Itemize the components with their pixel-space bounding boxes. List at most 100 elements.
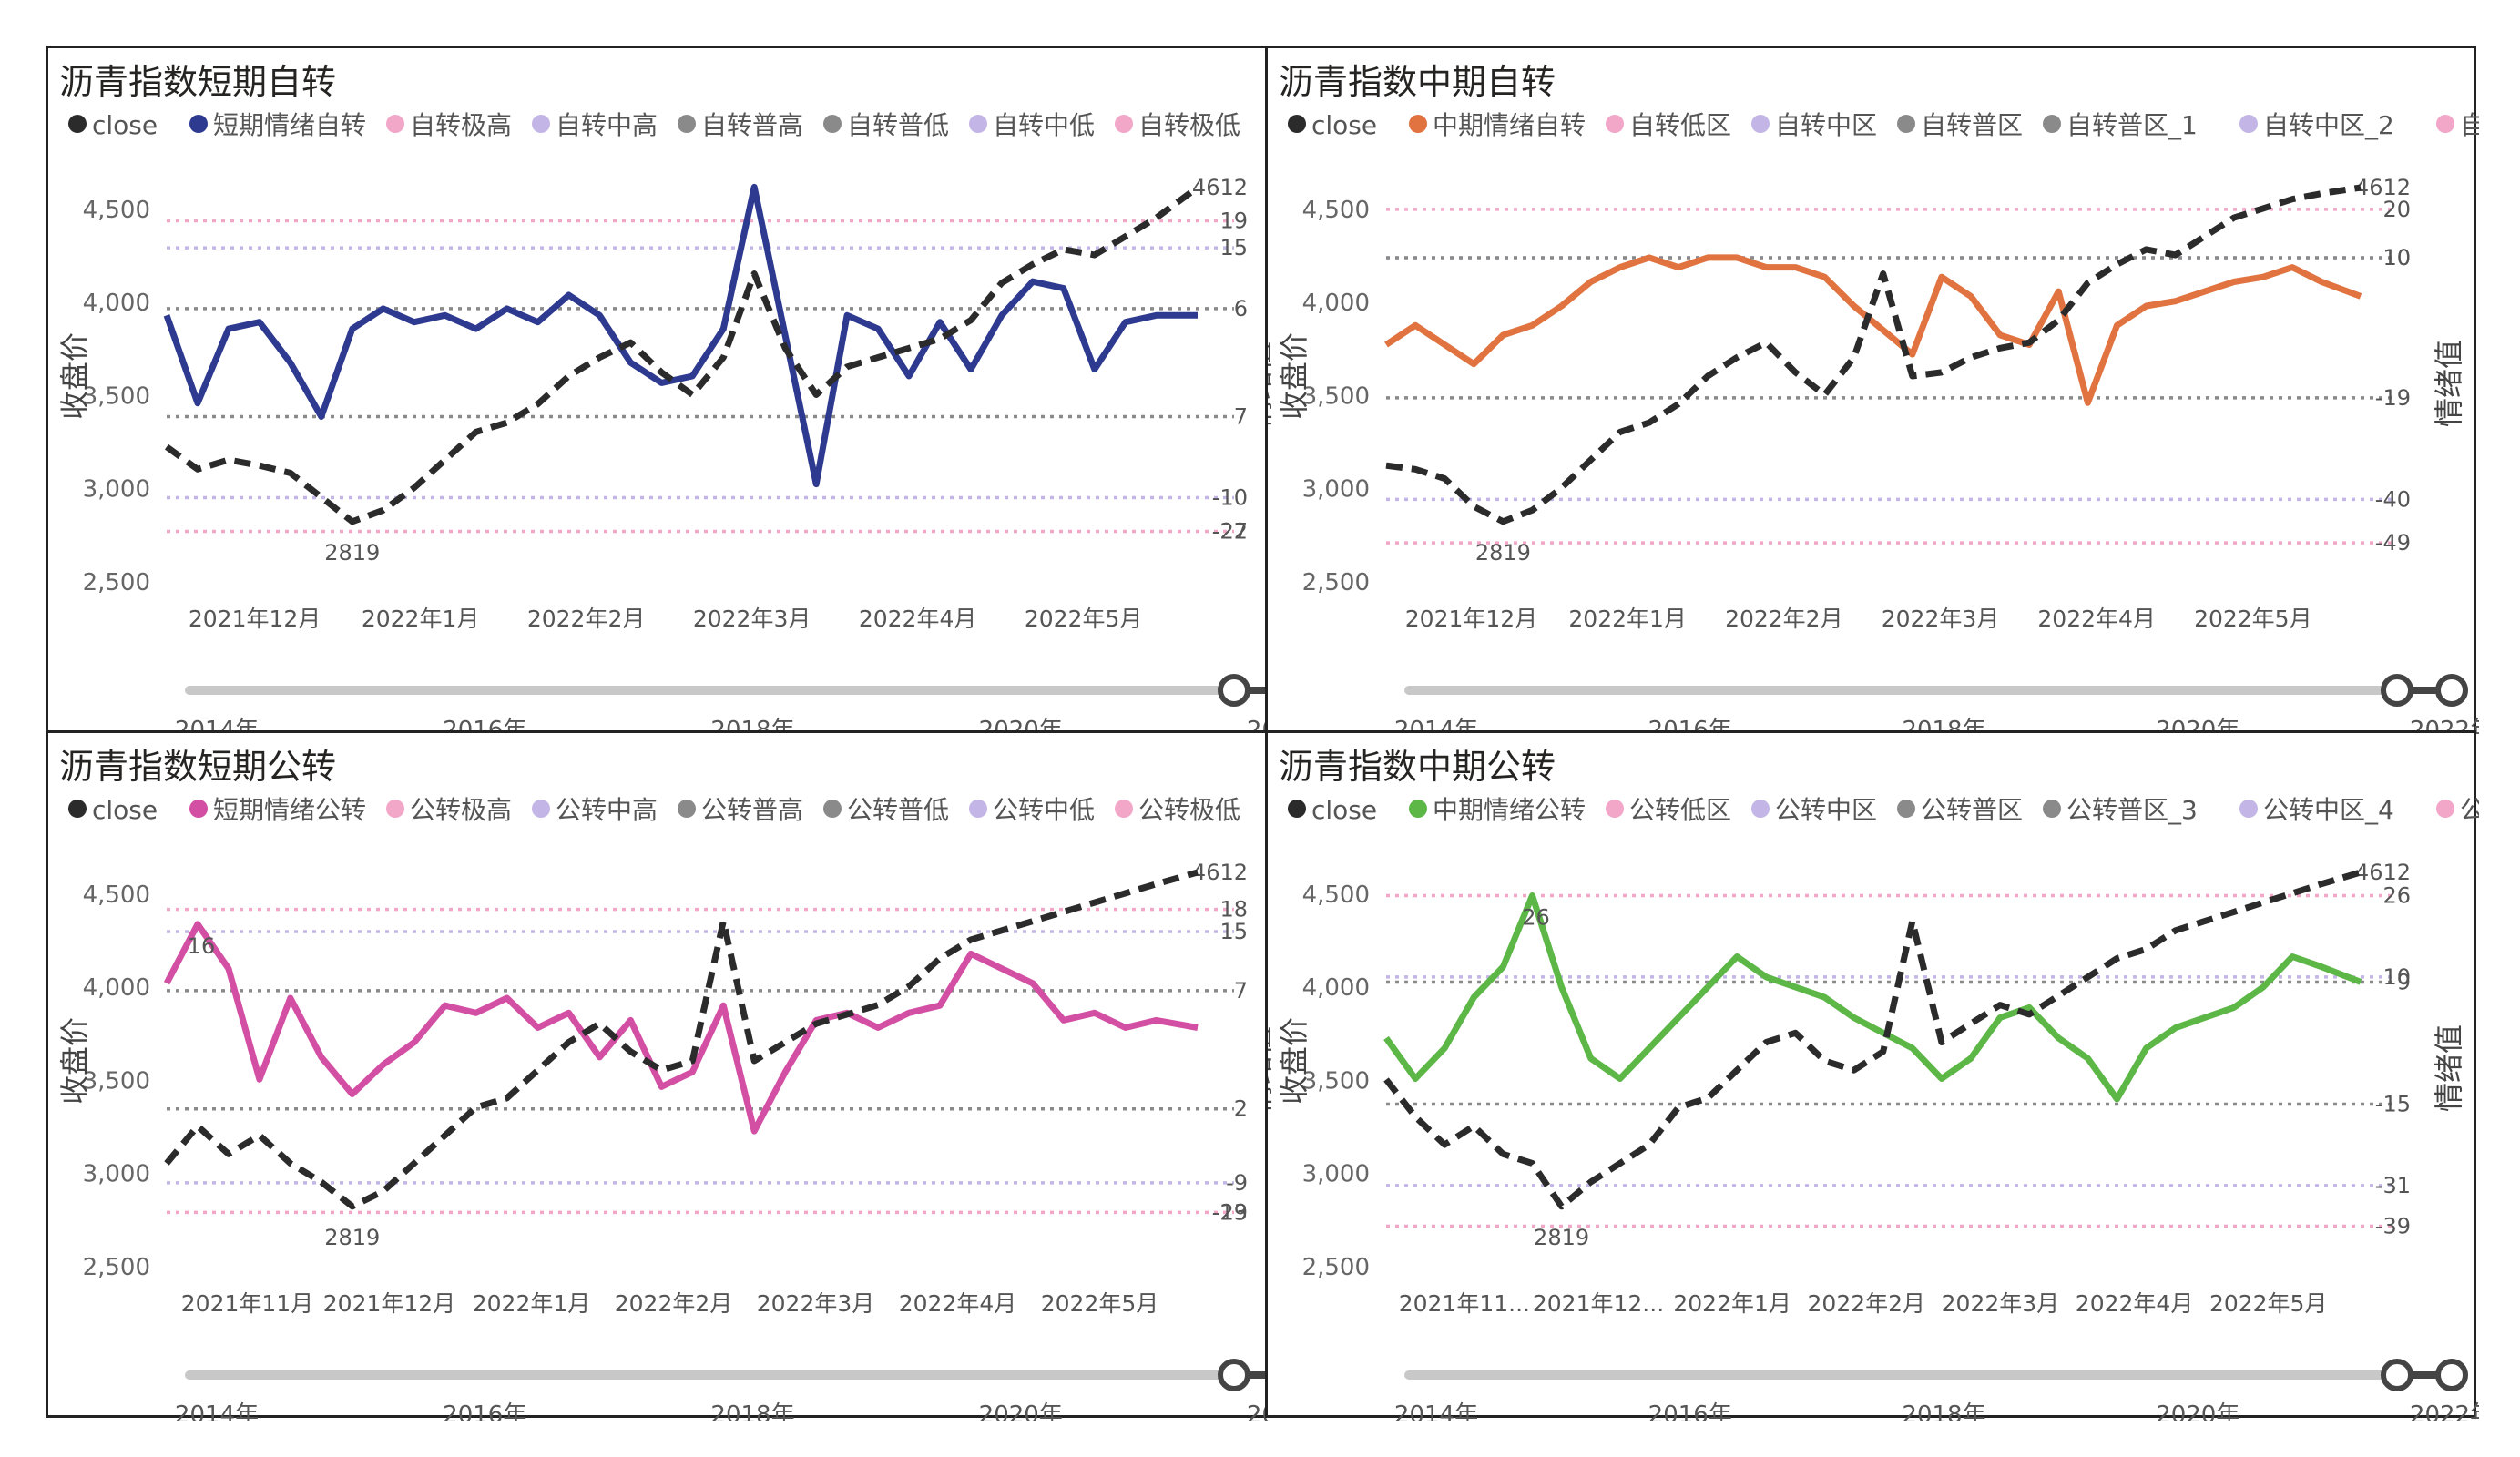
legend-label-5: 自转普低 xyxy=(847,110,949,140)
legend-label-0: close xyxy=(1311,795,1377,825)
legend-label-2: 公转极高 xyxy=(410,795,512,825)
y-tick-label: 4,500 xyxy=(1302,197,1370,224)
legend-label-6: 公转中低 xyxy=(993,795,1095,825)
slider-start-handle[interactable] xyxy=(1218,1359,1250,1391)
legend-label-7: 自转极低 xyxy=(1138,110,1240,140)
chart-svg: close 短期情绪公转 公转极高 公转中高 公转普高 公转普低 公转中低 公转极低 4,500… xyxy=(57,795,1270,1421)
slider-start-handle[interactable] xyxy=(1218,674,1250,707)
y-tick-label: 3,000 xyxy=(1302,1161,1370,1188)
chart-svg: close 中期情绪自转 自转低区 自转中区 自转普区 自转普区_1 自转中区_2 自转高区 4… xyxy=(1268,110,2479,736)
legend-marker-5 xyxy=(2043,800,2061,818)
y-tick-label: 4,000 xyxy=(1302,974,1370,1002)
x-month-tick-label: 2022年5月 xyxy=(2209,1290,2328,1317)
legend-marker-7 xyxy=(2436,800,2454,818)
right-value-label-6: -39 xyxy=(2375,1213,2411,1238)
legend-marker-4 xyxy=(1897,115,1915,133)
y-tick-label: 2,500 xyxy=(1302,569,1370,596)
legend-marker-0 xyxy=(68,115,87,133)
right-value-label-5: -10 xyxy=(1212,484,1248,510)
legend-label-4: 自转普高 xyxy=(701,110,803,140)
slider-end-handle[interactable] xyxy=(2435,674,2468,707)
chart-panel-short-rotation: 沥青指数短期自转 close 短期情绪自转 自转极高 自转中高 自转普高 自转普低 自转中低… xyxy=(46,46,1270,736)
close-series-line xyxy=(1383,869,2362,1210)
y-right-axis-title: 情绪值 xyxy=(2432,1024,2466,1112)
legend-marker-3 xyxy=(532,800,550,818)
x-month-tick-label: 2022年3月 xyxy=(1942,1290,2060,1317)
legend-label-0: close xyxy=(92,110,158,140)
legend-label-7: 公转高区 xyxy=(2460,795,2479,825)
panel-title: 沥青指数短期自转 xyxy=(59,62,337,102)
legend-label-0: close xyxy=(92,795,158,825)
y-tick-label: 4,500 xyxy=(83,197,150,224)
x-month-tick-label: 2021年12月 xyxy=(323,1290,455,1317)
right-value-label-7: -27 xyxy=(1212,519,1248,545)
slider-year-tick-label: 2014年 xyxy=(175,1401,259,1421)
legend-label-3: 自转中区 xyxy=(1775,110,1877,140)
legend-label-3: 公转中区 xyxy=(1775,795,1877,825)
slider-year-tick-label: 2018年 xyxy=(710,1401,794,1421)
chart-svg: close 短期情绪自转 自转极高 自转中高 自转普高 自转普低 自转中低 自转极低 4,500… xyxy=(57,110,1270,736)
panel-title: 沥青指数中期自转 xyxy=(1279,62,1556,102)
right-value-label-1: 18 xyxy=(1219,897,1248,922)
slider-year-tick-label: 2018年 xyxy=(1902,1401,1985,1421)
right-value-label-7: -23 xyxy=(1212,1199,1248,1225)
legend-marker-1 xyxy=(189,800,208,818)
right-value-label-3: 10 xyxy=(2382,245,2411,270)
legend-label-6: 自转中区_2 xyxy=(2263,110,2394,140)
x-month-tick-label: 2022年3月 xyxy=(1882,606,2000,632)
close-series-line xyxy=(164,185,1200,525)
legend-marker-5 xyxy=(823,800,842,818)
right-value-label-5: -31 xyxy=(2375,1173,2411,1198)
right-value-label-6: -49 xyxy=(2375,530,2411,555)
x-month-tick-label: 2022年5月 xyxy=(1025,606,1143,632)
legend-label-4: 自转普区 xyxy=(1921,110,2023,140)
right-value-label-4: 7 xyxy=(1234,403,1248,429)
slider-start-handle[interactable] xyxy=(2381,674,2413,707)
legend-marker-4 xyxy=(678,800,696,818)
legend-marker-6 xyxy=(2239,800,2258,818)
slider-start-handle[interactable] xyxy=(2381,1359,2413,1391)
x-month-tick-label: 2022年5月 xyxy=(1041,1290,1159,1317)
y-tick-label: 4,000 xyxy=(83,290,150,317)
legend-marker-6 xyxy=(969,800,987,818)
panel-title: 沥青指数中期公转 xyxy=(1279,747,1556,787)
legend-marker-0 xyxy=(68,800,87,818)
legend-label-1: 短期情绪自转 xyxy=(213,110,366,140)
slider-year-tick-label: 2022年 xyxy=(1247,1401,1270,1421)
x-month-tick-label: 2022年4月 xyxy=(2076,1290,2194,1317)
right-value-label-5: -40 xyxy=(2375,486,2411,512)
x-month-tick-label: 2022年1月 xyxy=(1568,606,1687,632)
right-value-label-2: 10 xyxy=(2382,245,2411,270)
legend-marker-7 xyxy=(2436,115,2454,133)
slider-year-tick-label: 2020年 xyxy=(979,1401,1063,1421)
y-axis-title: 收盘价 xyxy=(57,332,92,420)
right-value-label-3: 6 xyxy=(1234,296,1248,321)
legend-marker-3 xyxy=(1751,800,1770,818)
x-month-tick-label: 2022年2月 xyxy=(1725,606,1843,632)
slider-year-tick-label: 2014年 xyxy=(1394,1401,1478,1421)
right-value-label-1: 19 xyxy=(1219,208,1248,233)
right-value-label-2: 15 xyxy=(1219,235,1248,260)
legend-label-0: close xyxy=(1311,110,1377,140)
chart-panel-mid-rotation: 沥青指数中期自转 close 中期情绪自转 自转低区 自转中区 自转普区 自转普区_1 自转… xyxy=(1265,46,2479,736)
y-tick-label: 3,000 xyxy=(83,476,150,504)
legend-label-2: 公转低区 xyxy=(1629,795,1731,825)
right-value-label-0: 4612 xyxy=(1192,175,1248,200)
x-month-tick-label: 2022年1月 xyxy=(362,606,480,632)
peak-value-label: 26 xyxy=(1522,905,1550,931)
legend-marker-3 xyxy=(532,115,550,133)
right-value-label-4: -19 xyxy=(2375,385,2411,411)
x-month-tick-label: 2022年2月 xyxy=(615,1290,733,1317)
slider-year-tick-label: 2016年 xyxy=(1648,1401,1732,1421)
min-value-label: 2819 xyxy=(1475,540,1531,565)
legend-label-4: 公转普高 xyxy=(701,795,803,825)
legend-marker-0 xyxy=(1288,115,1306,133)
y-tick-label: 4,500 xyxy=(83,881,150,909)
y-axis-title-secondary: 情绪值 xyxy=(1268,341,1276,429)
y-axis-title: 收盘价 xyxy=(1277,1017,1311,1105)
slider-end-handle[interactable] xyxy=(2435,1359,2468,1391)
chart-svg: close 中期情绪公转 公转低区 公转中区 公转普区 公转普区_3 公转中区_4 公转高区 4… xyxy=(1268,795,2479,1421)
x-month-tick-label: 2022年1月 xyxy=(1673,1290,1791,1317)
legend-marker-0 xyxy=(1288,800,1306,818)
sentiment-series-line xyxy=(163,183,1198,488)
